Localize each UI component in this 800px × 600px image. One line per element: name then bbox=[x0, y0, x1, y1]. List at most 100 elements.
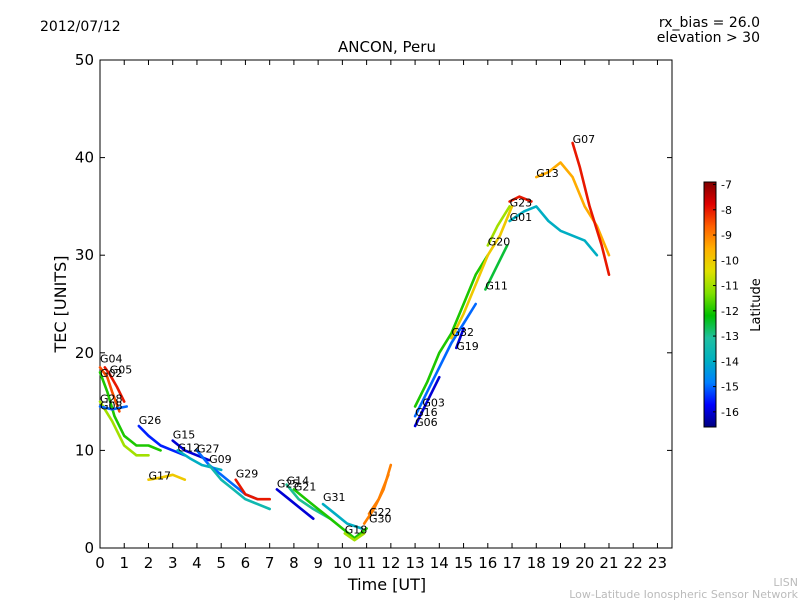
x-tick-label: 10 bbox=[333, 554, 352, 572]
series-line-g29 bbox=[234, 478, 271, 501]
series-line-g03 bbox=[413, 253, 490, 408]
x-tick-label: 21 bbox=[599, 554, 618, 572]
series-line-g17 bbox=[147, 473, 187, 481]
series-label-g28: G28 bbox=[100, 393, 123, 406]
colorbar-tick-label: -11 bbox=[721, 280, 739, 293]
x-tick-label: 22 bbox=[624, 554, 643, 572]
y-tick-label: 30 bbox=[75, 246, 94, 264]
series-label-g02: G02 bbox=[100, 367, 123, 380]
series-label-g07: G07 bbox=[573, 133, 596, 146]
series-line-g19 bbox=[455, 327, 465, 350]
series-label-g03: G03 bbox=[422, 396, 445, 409]
series-label-g21: G21 bbox=[294, 480, 317, 493]
colorbar-tick-label: -16 bbox=[721, 406, 739, 419]
colorbar-label: Latitude bbox=[749, 278, 764, 332]
x-tick-label: 7 bbox=[265, 554, 275, 572]
series-layer bbox=[98, 141, 611, 542]
x-tick-label: 6 bbox=[241, 554, 251, 572]
series-line-g04 bbox=[98, 371, 162, 452]
series-label-g13: G13 bbox=[536, 167, 559, 180]
series-line-g18 bbox=[343, 532, 366, 542]
series-label-g01: G01 bbox=[510, 211, 533, 224]
series-line-g09 bbox=[207, 463, 271, 511]
series-line-g31 bbox=[321, 502, 364, 530]
series-line-g16 bbox=[413, 302, 477, 418]
colorbar-tick-label: -7 bbox=[721, 179, 732, 192]
date-label: 2012/07/12 bbox=[40, 19, 121, 35]
series-label-g23: G23 bbox=[510, 196, 533, 209]
y-tick-label: 40 bbox=[75, 149, 94, 167]
colorbar-tick-label: -9 bbox=[721, 229, 732, 242]
series-line-g26 bbox=[137, 424, 187, 457]
footer-lisn: LISN bbox=[773, 576, 798, 589]
series-line-g28 bbox=[98, 400, 150, 457]
y-axis-label: TEC [UNITS] bbox=[51, 256, 70, 354]
y-tick-label: 20 bbox=[75, 344, 94, 362]
series-label-g12: G12 bbox=[178, 441, 201, 454]
series-line-g32 bbox=[450, 205, 514, 340]
colorbar-tick-label: -8 bbox=[721, 204, 732, 217]
series-label-g05: G05 bbox=[110, 363, 133, 376]
colorbar-tick-label: -15 bbox=[721, 381, 739, 394]
y-tick-label: 10 bbox=[75, 441, 94, 459]
series-label-g06: G06 bbox=[415, 416, 438, 429]
x-tick-label: 17 bbox=[502, 554, 521, 572]
x-tick-label: 2 bbox=[144, 554, 154, 572]
elevation-label: elevation > 30 bbox=[657, 30, 760, 46]
plot-frame bbox=[99, 59, 673, 549]
series-line-g02 bbox=[98, 366, 121, 413]
series-label-g11: G11 bbox=[485, 279, 508, 292]
x-tick-label: 11 bbox=[357, 554, 376, 572]
x-axis-label: Time [UT] bbox=[347, 575, 426, 594]
x-tick-label: 12 bbox=[381, 554, 400, 572]
series-line-g22 bbox=[367, 473, 390, 516]
colorbar-ticks: -7 -8 -9 -10 -11 -12 -13 -14 -15 -16 bbox=[713, 179, 739, 419]
x-tick-label: 23 bbox=[648, 554, 667, 572]
series-label-g26: G26 bbox=[139, 414, 162, 427]
x-tick-label: 15 bbox=[454, 554, 473, 572]
colorbar-tick-label: -14 bbox=[721, 355, 739, 368]
x-axis: 0 1 2 3 4 5 6 7 8 9 10 11 12 13 14 15 16 17 18 19 20 21 22 23 bbox=[95, 60, 667, 572]
series-label-g08: G08 bbox=[100, 399, 123, 412]
series-line-g06 bbox=[413, 375, 441, 428]
x-tick-label: 0 bbox=[95, 554, 105, 572]
series-label-g25: G25 bbox=[277, 477, 300, 490]
chart-title: ANCON, Peru bbox=[338, 38, 436, 56]
x-tick-label: 18 bbox=[527, 554, 546, 572]
rx-bias-label: rx_bias = 26.0 bbox=[659, 15, 760, 31]
series-line-g08 bbox=[98, 405, 128, 411]
series-label-g29: G29 bbox=[236, 468, 259, 481]
series-label-g09: G09 bbox=[209, 453, 232, 466]
y-tick-label: 50 bbox=[75, 51, 94, 69]
series-line-g14 bbox=[285, 483, 332, 520]
colorbar-tick-label: -12 bbox=[721, 305, 739, 318]
x-tick-label: 16 bbox=[478, 554, 497, 572]
series-label-g15: G15 bbox=[173, 429, 196, 442]
series-label-g22: G22 bbox=[369, 506, 392, 519]
series-line-g01 bbox=[508, 205, 599, 257]
colorbar: -7 -8 -9 -10 -11 -12 -13 -14 -15 -16 Latitude bbox=[703, 179, 764, 428]
x-tick-label: 19 bbox=[551, 554, 570, 572]
series-label-g30: G30 bbox=[369, 513, 392, 526]
x-tick-label: 1 bbox=[119, 554, 129, 572]
x-tick-label: 5 bbox=[216, 554, 226, 572]
series-label-g19: G19 bbox=[456, 340, 479, 353]
x-tick-label: 14 bbox=[430, 554, 449, 572]
y-tick-label: 0 bbox=[84, 539, 94, 557]
x-tick-label: 13 bbox=[406, 554, 425, 572]
series-label-g31: G31 bbox=[323, 491, 346, 504]
series-label-g16: G16 bbox=[415, 406, 438, 419]
x-tick-label: 8 bbox=[289, 554, 299, 572]
series-label-g20: G20 bbox=[488, 235, 511, 248]
series-line-g11 bbox=[484, 244, 509, 291]
x-tick-label: 9 bbox=[313, 554, 323, 572]
series-label-g27: G27 bbox=[197, 442, 220, 455]
series-label-g18: G18 bbox=[345, 523, 368, 536]
x-tick-label: 20 bbox=[575, 554, 594, 572]
y-axis: 0 10 20 30 40 50 bbox=[75, 51, 672, 557]
colorbar-gradient bbox=[703, 181, 717, 428]
series-line-g05 bbox=[103, 366, 126, 403]
